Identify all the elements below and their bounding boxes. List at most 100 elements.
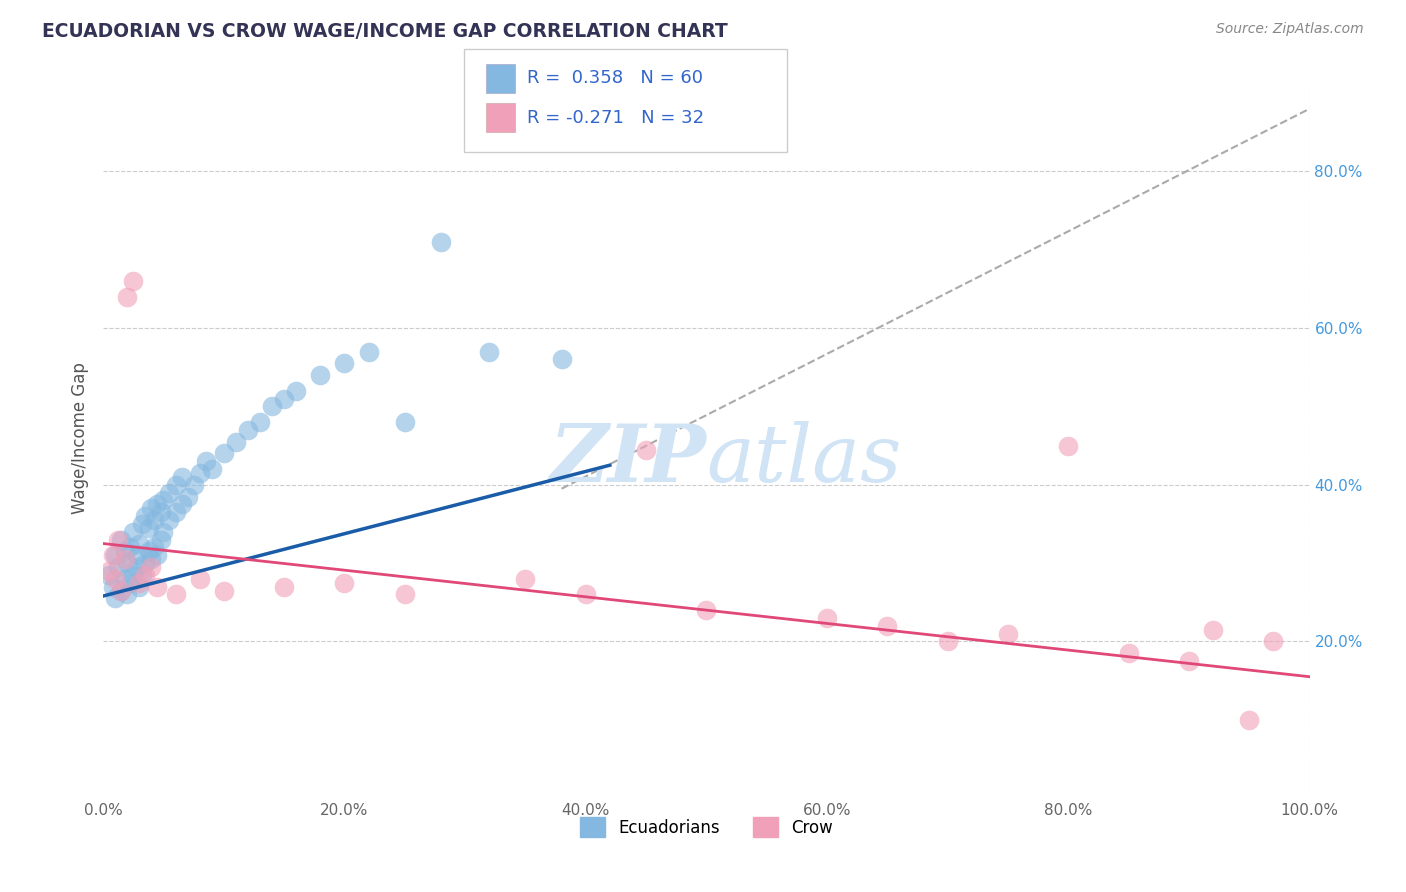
Point (117, 587, 139, 601)
Point (104, 549, 127, 563)
Point (285, 384, 308, 398)
Point (98, 567, 121, 582)
Point (165, 505, 187, 519)
Point (357, 344, 380, 359)
Point (146, 580, 169, 594)
Point (515, 572, 537, 586)
Point (1178, 654, 1201, 668)
Point (152, 524, 174, 539)
Text: Source: ZipAtlas.com: Source: ZipAtlas.com (1216, 22, 1364, 37)
Point (150, 533, 173, 547)
Point (876, 619, 898, 633)
Point (141, 552, 163, 566)
Point (141, 501, 163, 516)
Point (114, 572, 136, 586)
Point (146, 497, 169, 511)
Point (107, 560, 129, 574)
Point (430, 235, 453, 249)
Point (146, 549, 169, 563)
Point (101, 549, 124, 563)
Point (1057, 439, 1080, 453)
Point (212, 583, 235, 598)
Point (118, 541, 141, 555)
Text: atlas: atlas (706, 421, 901, 498)
Point (131, 567, 153, 582)
Point (225, 434, 247, 449)
Point (122, 274, 145, 288)
Point (150, 505, 173, 519)
Point (188, 466, 211, 480)
Point (125, 549, 148, 563)
Point (122, 524, 145, 539)
Point (170, 497, 193, 511)
Point (125, 560, 148, 574)
Point (114, 544, 136, 558)
Point (1263, 634, 1285, 648)
Point (188, 572, 211, 586)
Point (110, 583, 132, 598)
Point (134, 567, 156, 582)
Y-axis label: Wage/Income Gap: Wage/Income Gap (72, 362, 89, 514)
Point (194, 454, 217, 468)
Point (394, 587, 416, 601)
Point (273, 392, 295, 406)
Point (134, 509, 156, 524)
Point (128, 575, 150, 590)
Point (110, 583, 132, 598)
Point (1237, 713, 1260, 727)
Point (110, 533, 132, 547)
Point (117, 290, 139, 304)
Point (575, 587, 598, 601)
Point (104, 572, 127, 586)
Point (152, 493, 174, 508)
Point (212, 446, 235, 460)
Point (201, 462, 224, 476)
Point (997, 626, 1019, 640)
Point (142, 541, 165, 555)
Point (107, 533, 129, 547)
Point (634, 442, 657, 457)
Point (394, 415, 416, 429)
Point (122, 567, 145, 582)
Point (1202, 623, 1225, 637)
Point (936, 634, 959, 648)
Point (138, 521, 160, 535)
Point (134, 556, 156, 570)
Text: R =  0.358   N = 60: R = 0.358 N = 60 (527, 70, 703, 87)
Point (138, 544, 160, 558)
Text: ECUADORIAN VS CROW WAGE/INCOME GAP CORRELATION CHART: ECUADORIAN VS CROW WAGE/INCOME GAP CORRE… (42, 22, 728, 41)
Point (131, 516, 153, 531)
Point (114, 552, 136, 566)
Point (249, 415, 271, 429)
Point (159, 513, 181, 527)
Point (118, 575, 141, 590)
Point (550, 352, 572, 367)
Point (273, 580, 295, 594)
Point (165, 587, 187, 601)
Text: R = -0.271   N = 32: R = -0.271 N = 32 (527, 109, 704, 127)
Point (165, 477, 187, 491)
Point (815, 611, 838, 625)
Point (478, 344, 501, 359)
Point (176, 490, 198, 504)
Point (98, 564, 121, 578)
Point (183, 477, 205, 491)
Point (260, 400, 283, 414)
Point (128, 580, 150, 594)
Point (101, 580, 124, 594)
Point (170, 470, 193, 484)
Point (333, 575, 356, 590)
Legend: Ecuadorians, Crow: Ecuadorians, Crow (574, 810, 839, 844)
Point (117, 556, 139, 570)
Point (128, 536, 150, 550)
Point (159, 485, 181, 500)
Point (309, 368, 332, 383)
Point (236, 423, 259, 437)
Text: ZIP: ZIP (550, 421, 706, 498)
Point (142, 513, 165, 527)
Point (141, 560, 163, 574)
Point (695, 603, 717, 617)
Point (104, 591, 127, 606)
Point (1118, 646, 1140, 660)
Point (333, 356, 356, 370)
